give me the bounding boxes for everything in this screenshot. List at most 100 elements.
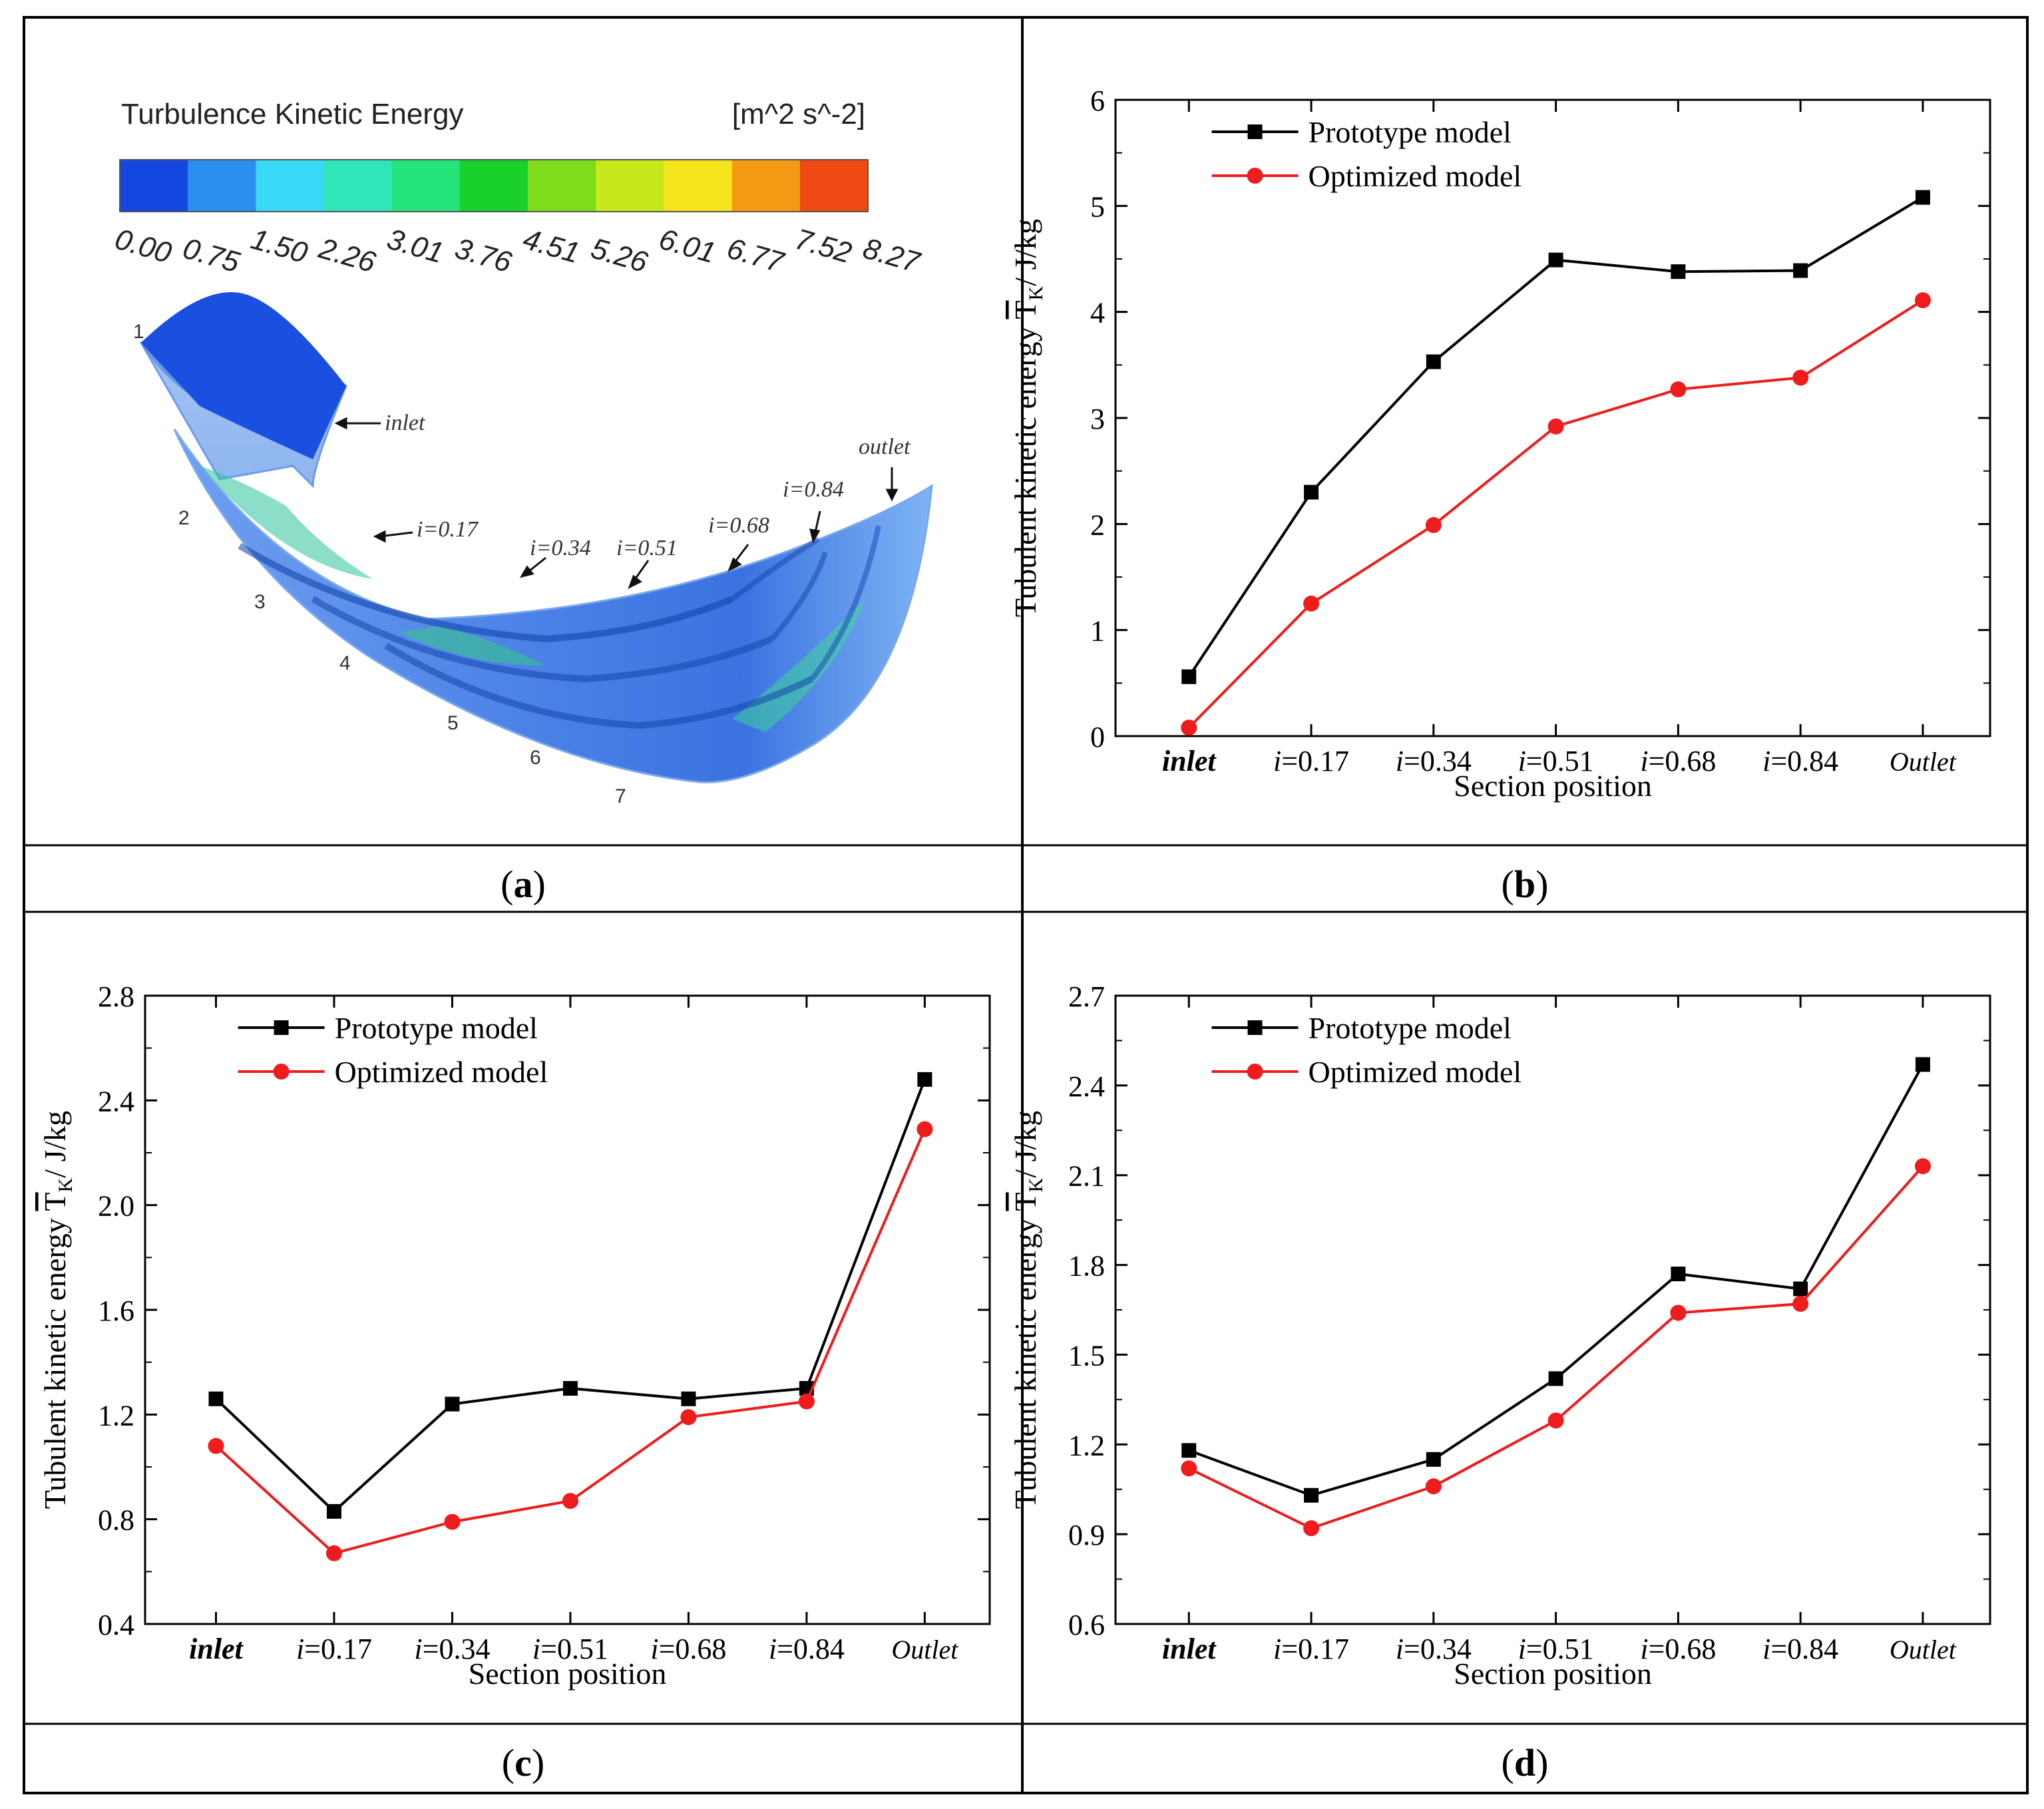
colorbar-segment: [120, 160, 188, 212]
y-tick-label: 2.4: [98, 1085, 134, 1117]
series-line: [1188, 1064, 1924, 1497]
data-point-circle: [680, 1409, 697, 1426]
x-tick-label: inlet: [1162, 1633, 1217, 1665]
y-tick-label: 1.2: [98, 1399, 134, 1432]
label-outlet: outlet: [859, 435, 911, 459]
data-point-square: [1793, 1281, 1808, 1297]
colorbar-segment: [596, 160, 664, 212]
y-tick-label: 0: [1090, 721, 1105, 753]
data-point-circle: [325, 1545, 342, 1561]
colorbar-tick-label: 5.26: [588, 232, 652, 280]
legend-marker: [1247, 1020, 1263, 1035]
data-point-square: [562, 1381, 578, 1396]
x-tick-label: i=0.17: [296, 1633, 372, 1665]
data-point-square: [326, 1504, 341, 1519]
x-tick-label: i=0.51: [1518, 1633, 1594, 1665]
y-tick-label: 1: [1090, 615, 1105, 648]
panel-grid: [23, 16, 2029, 1794]
colorbar-segment: [528, 160, 596, 212]
data-point-square: [917, 1072, 932, 1087]
section-number-2: 2: [178, 507, 190, 529]
x-axis-label: Section position: [1454, 1657, 1652, 1691]
colorbar-tick-label: 4.51: [519, 223, 583, 270]
section-number-4: 4: [339, 652, 351, 674]
y-tick-label: 6: [1090, 85, 1105, 117]
data-point-square: [1426, 354, 1441, 369]
data-point-circle: [1425, 516, 1442, 533]
data-point-square: [681, 1391, 696, 1406]
arrow-i068-head: [727, 557, 742, 572]
data-point-circle: [798, 1393, 815, 1410]
arrow-i084-head: [809, 528, 821, 543]
caption-a: (a): [501, 863, 546, 906]
series-line: [215, 1128, 926, 1555]
series-line: [1187, 299, 1924, 729]
legend-label: Prototype model: [335, 1011, 538, 1045]
y-axis-label: Tubulent kinetic energy TK/ J/kg: [1008, 219, 1047, 617]
data-point-square: [1181, 669, 1197, 684]
outer-frame: [23, 16, 2029, 1794]
data-point-circle: [444, 1513, 461, 1530]
y-axis-label: Tubulent kinetic energy TK/ J/kg: [38, 1111, 77, 1509]
data-point-square: [1181, 1443, 1197, 1458]
colorbar-border: [119, 159, 869, 212]
plot-frame: [1114, 99, 1991, 737]
blade-hotspot-2: [399, 626, 546, 666]
data-point-square: [1548, 1371, 1563, 1386]
x-axis-label: Section position: [1454, 769, 1652, 803]
y-tick-label: 5: [1090, 190, 1105, 223]
data-point-circle: [1303, 1520, 1320, 1537]
y-tick-label: 2.1: [1068, 1160, 1105, 1193]
data-point-square: [1671, 1267, 1686, 1282]
y-tick-label: 2.7: [1068, 980, 1105, 1013]
y-tick-label: 0.8: [98, 1504, 134, 1537]
legend-marker: [1247, 1064, 1263, 1080]
caption-b: (b): [1502, 863, 1549, 906]
colorbar-tick-label: 6.01: [656, 223, 719, 270]
colorbar-segment: [799, 160, 869, 212]
impeller-blade-image: [139, 292, 933, 783]
panel-a-contour: Turbulence Kinetic Energy [m^2 s^-2] 0.0…: [111, 98, 933, 807]
x-tick-label: i=0.51: [1518, 745, 1594, 777]
arrow-inlet-head: [334, 417, 347, 430]
panel-captions: (a) (b) (c) (d): [501, 863, 1548, 1784]
section-numbers: 1 2 3 4 5 6 7: [133, 321, 626, 807]
data-point-square: [1304, 485, 1319, 500]
colorbar-tick-label: 6.77: [723, 232, 788, 280]
chart-d: 0.6 0.9 1.2 1.5 1.8 2.1 2.4 2.7 inlet i=0.17 i=0.3…: [1008, 980, 1991, 1691]
data-point-square: [1426, 1452, 1441, 1467]
legend-label: Optimized model: [335, 1055, 548, 1089]
x-tick-label: i=0.68: [1640, 1633, 1716, 1665]
series-line: [1187, 196, 1924, 678]
legend-marker: [1247, 124, 1263, 139]
x-tick-label: inlet: [1162, 745, 1217, 777]
y-tick-label: 1.6: [98, 1295, 134, 1327]
y-tick-label: 0.6: [1068, 1609, 1105, 1641]
data-point-circle: [562, 1493, 578, 1509]
label-i017: i=0.17: [417, 517, 479, 542]
section-band-3: [384, 642, 814, 729]
section-band-1: [238, 542, 733, 643]
section-number-7: 7: [615, 785, 626, 807]
data-point-square: [1915, 1057, 1930, 1072]
caption-b-letter: b: [1514, 863, 1535, 906]
x-tick-label: i=0.34: [414, 1633, 490, 1665]
data-point-circle: [1547, 418, 1564, 435]
annotation-arrows: [334, 417, 899, 590]
data-point-circle: [1914, 1158, 1931, 1175]
colorbar-tick-label: 3.01: [383, 223, 447, 270]
data-point-circle: [1914, 292, 1931, 309]
x-tick-label: Outlet: [1890, 747, 1957, 777]
x-axis-label: Section position: [469, 1657, 667, 1691]
section-number-3: 3: [254, 591, 266, 613]
colorbar-segment: [256, 160, 325, 212]
colorbar-tick-label: 1.50: [248, 223, 311, 270]
section-number-5: 5: [447, 712, 459, 734]
y-axis-label: Tubulent kinetic energy TK/ J/kg: [1008, 1111, 1047, 1509]
data-point-square: [445, 1396, 460, 1412]
colorbar-segment: [664, 160, 733, 212]
plot-frame: [1114, 994, 1991, 1625]
colorbar-segment: [391, 160, 461, 212]
data-point-square: [1915, 190, 1930, 205]
